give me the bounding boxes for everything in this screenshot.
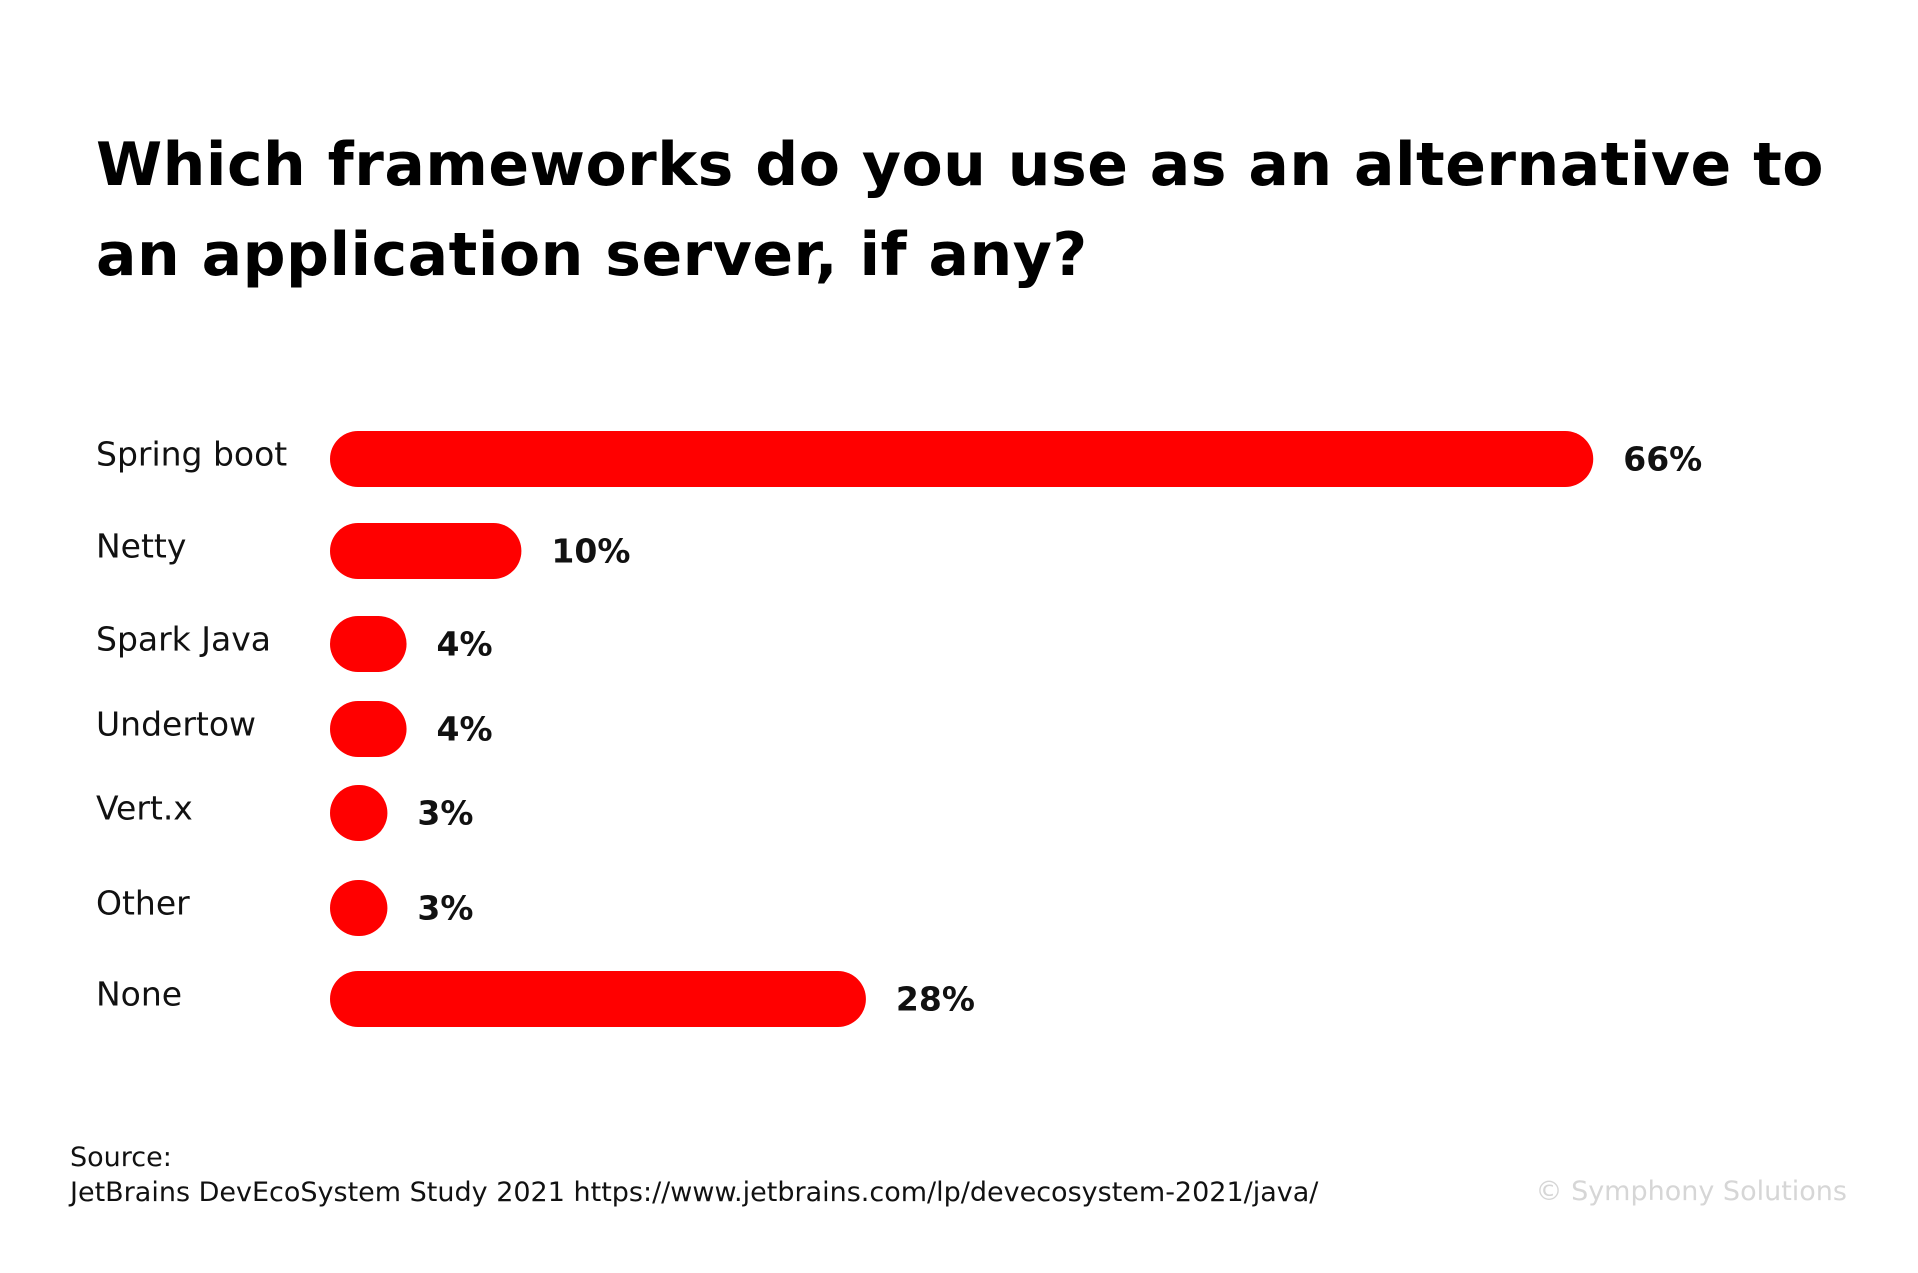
category-label: Undertow [96, 705, 256, 744]
value-label: 28% [896, 980, 975, 1019]
bar [330, 701, 407, 757]
bar [330, 431, 1594, 487]
value-label: 3% [417, 794, 473, 833]
category-label: Spring boot [96, 435, 287, 474]
source-label: Source: [70, 1142, 172, 1173]
bar [330, 971, 866, 1027]
category-label: None [96, 975, 182, 1014]
source-text: JetBrains DevEcoSystem Study 2021 https:… [70, 1177, 1319, 1208]
category-label: Netty [96, 527, 186, 566]
bar [330, 616, 407, 672]
value-label: 4% [437, 625, 493, 664]
bar [330, 523, 522, 579]
category-label: Vert.x [96, 789, 193, 828]
category-label: Spark Java [96, 620, 271, 659]
value-label: 66% [1623, 440, 1702, 479]
credit: © Symphony Solutions [1535, 1176, 1847, 1207]
value-label: 4% [437, 710, 493, 749]
bar [330, 785, 388, 841]
value-label: 10% [551, 532, 630, 571]
chart-title: Which frameworks do you use as an altern… [96, 130, 1825, 290]
value-label: 3% [417, 889, 473, 928]
category-label: Other [96, 884, 190, 923]
bar [330, 880, 388, 936]
